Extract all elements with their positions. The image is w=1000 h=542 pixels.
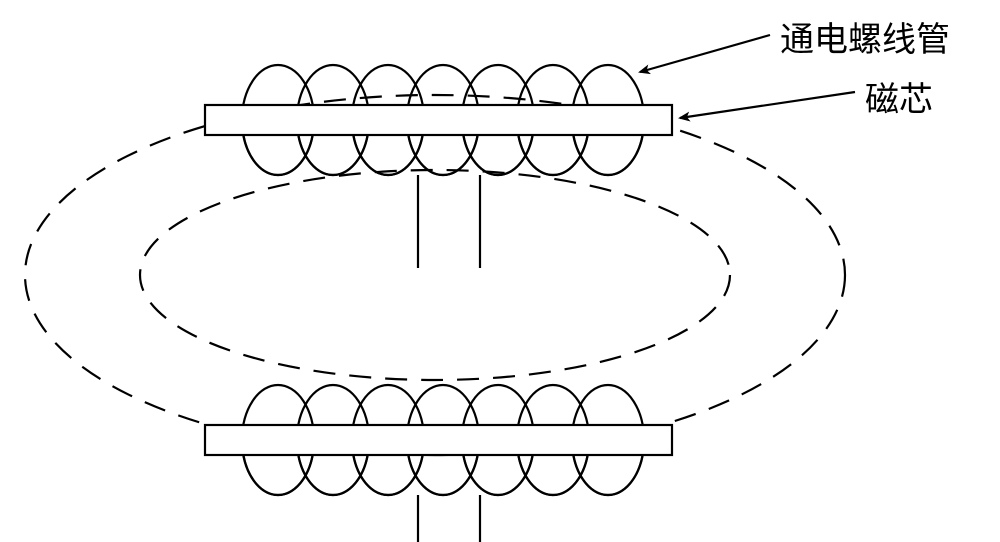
diagram-svg — [0, 0, 1000, 542]
label-core-text: 磁芯 — [865, 82, 933, 119]
coil-top-front-4 — [463, 135, 532, 175]
coil-bottom-front-4 — [463, 455, 532, 495]
label-core: 磁芯 — [865, 72, 933, 121]
coil-top-front-1 — [298, 135, 367, 175]
core-bar-bottom — [205, 425, 672, 455]
callout-arrow-solenoid — [640, 35, 770, 72]
coil-top-front-0 — [243, 135, 312, 175]
field-loop-outer — [25, 95, 845, 455]
core-bar-top — [205, 105, 672, 135]
field-loop-inner — [140, 170, 730, 380]
coil-bottom-front-0 — [243, 455, 312, 495]
label-solenoid: 通电螺线管 — [780, 12, 950, 61]
coil-top-front-5 — [518, 135, 587, 175]
diagram-root: { "canvas": { "width": 1000, "height": 5… — [0, 0, 1000, 542]
coil-bottom-front-6 — [573, 455, 642, 495]
coil-bottom-front-3 — [408, 455, 477, 495]
coil-bottom-front-1 — [298, 455, 367, 495]
coil-top-front-2 — [353, 135, 422, 175]
coil-bottom-front-5 — [518, 455, 587, 495]
callout-arrow-core — [680, 92, 855, 118]
coil-top-front-3 — [408, 135, 477, 175]
coil-bottom-front-2 — [353, 455, 422, 495]
label-solenoid-text: 通电螺线管 — [780, 22, 950, 59]
coil-top-front-6 — [573, 135, 642, 175]
